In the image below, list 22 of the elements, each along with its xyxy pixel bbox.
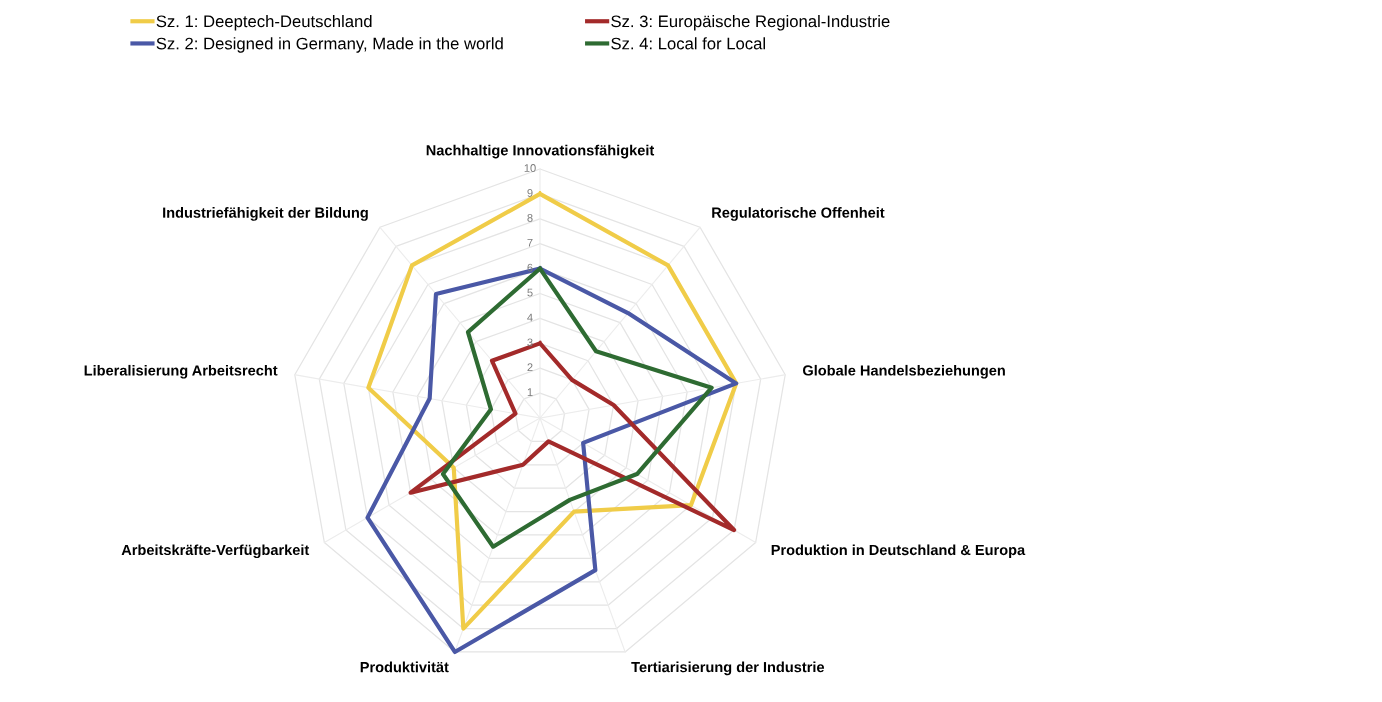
spoke-label: Tertiarisierung der Industrie (631, 661, 825, 676)
y-tick-label: 4 (527, 313, 533, 322)
spoke-label: Regulatorische Offenheit (712, 207, 885, 221)
spoke-label: Produktion in Deutschland & Europa (771, 544, 1026, 559)
y-tick-label: 8 (527, 213, 533, 222)
spoke-label: Arbeitskräfte-Verfügbarkeit (121, 544, 310, 559)
legend-label: Sz. 1: Deeptech-Deutschland (156, 15, 372, 31)
y-tick-label: 2 (527, 363, 533, 372)
y-tick-label: 1 (527, 388, 533, 396)
y-tick-label: 9 (527, 189, 533, 197)
legend-label: Sz. 4: Local for Local (611, 37, 765, 50)
spoke-label: Nachhaltige Innovationsfähigkeit (426, 144, 655, 159)
spoke-label: Industriefähigkeit der Bildung (163, 207, 368, 221)
spoke-label: Globale Handelsbeziehungen (802, 364, 1005, 379)
y-tick-label: 7 (527, 238, 533, 247)
spoke-label: Produktivität (360, 661, 449, 673)
legend-label: Sz. 2: Designed in Germany, Made in the world (156, 37, 503, 53)
spoke-label: Liberalisierung Arbeitsrecht (84, 364, 278, 379)
y-tick-label: 10 (524, 164, 536, 172)
legend-label: Sz. 3: Europäische Regional-Industrie (611, 15, 890, 31)
y-tick-label: 3 (527, 338, 533, 347)
y-tick-label: 5 (527, 288, 533, 297)
